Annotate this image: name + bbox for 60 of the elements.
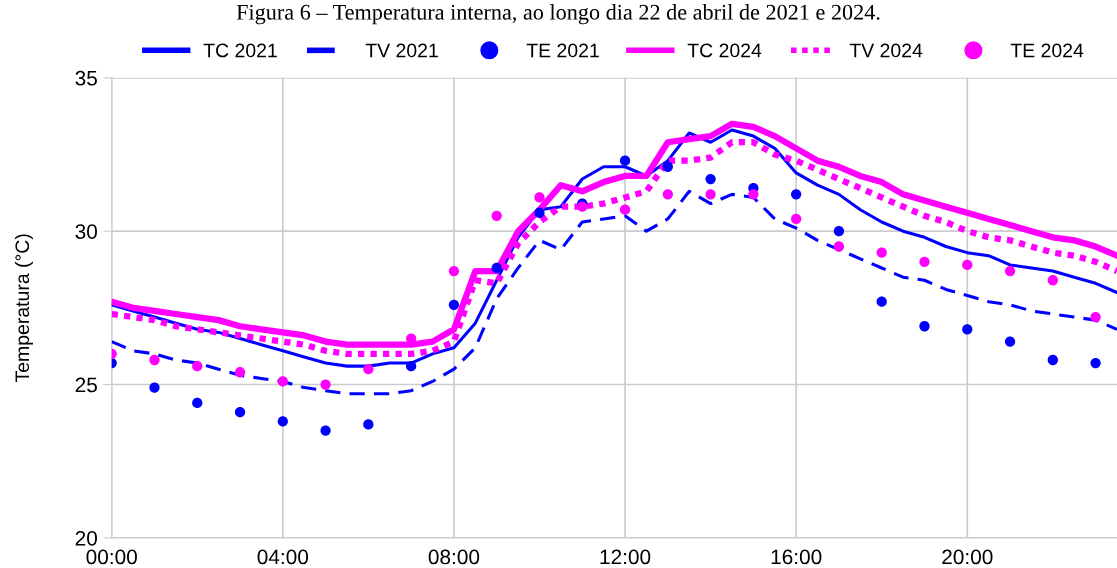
point bbox=[662, 189, 673, 200]
point bbox=[192, 360, 203, 372]
point bbox=[833, 226, 845, 237]
point bbox=[234, 406, 246, 418]
point bbox=[363, 364, 374, 375]
legend-label: TE 2024 bbox=[1010, 43, 1084, 58]
x-tick-label: 08:00 bbox=[428, 549, 480, 565]
legend-label: TE 2021 bbox=[526, 43, 599, 58]
point bbox=[1047, 354, 1058, 366]
point bbox=[1047, 275, 1058, 286]
point bbox=[791, 213, 802, 225]
point bbox=[363, 419, 374, 430]
point bbox=[491, 210, 502, 221]
point bbox=[962, 324, 973, 335]
point bbox=[234, 367, 246, 378]
point bbox=[1004, 336, 1016, 347]
point bbox=[534, 192, 545, 203]
chart-title: Figura 6 – Temperatura interna, ao longo dia 22 de abril de 2021 e 2024. bbox=[236, 4, 880, 25]
point bbox=[748, 189, 759, 200]
legend-label: TC 2024 bbox=[687, 43, 762, 58]
point bbox=[1004, 265, 1016, 277]
y-axis-title: Temperatura (°C) bbox=[14, 234, 33, 383]
point bbox=[320, 379, 331, 390]
point bbox=[662, 161, 673, 172]
point bbox=[833, 241, 845, 252]
x-tick-label: 16:00 bbox=[771, 549, 822, 565]
y-tick-label: 20 bbox=[75, 530, 97, 546]
point bbox=[1090, 357, 1101, 369]
point bbox=[876, 296, 887, 307]
y-tick-label: 35 bbox=[75, 70, 97, 86]
x-tick-label: 04:00 bbox=[257, 549, 309, 565]
point bbox=[705, 173, 716, 185]
point bbox=[448, 299, 460, 310]
point bbox=[705, 189, 716, 200]
y-tick-label: 30 bbox=[75, 224, 97, 239]
point bbox=[534, 207, 545, 218]
point bbox=[149, 354, 160, 366]
point bbox=[1090, 311, 1101, 323]
legend-label: TV 2024 bbox=[849, 43, 923, 58]
point bbox=[919, 321, 930, 332]
point bbox=[919, 256, 930, 267]
y-tick-label: 25 bbox=[75, 377, 97, 393]
legend-label: TV 2021 bbox=[365, 43, 438, 58]
point bbox=[320, 425, 331, 436]
legend-label: TC 2021 bbox=[203, 43, 277, 58]
point bbox=[619, 155, 631, 166]
point bbox=[406, 360, 417, 372]
x-tick-label: 20:00 bbox=[942, 549, 993, 565]
point bbox=[791, 189, 802, 200]
point bbox=[192, 397, 203, 409]
point bbox=[876, 247, 887, 258]
point bbox=[277, 376, 288, 387]
x-tick-label: 00:00 bbox=[86, 549, 137, 565]
point bbox=[491, 262, 502, 274]
point bbox=[448, 265, 460, 277]
point bbox=[962, 259, 973, 271]
point bbox=[149, 382, 160, 393]
x-tick-label: 12:00 bbox=[600, 549, 651, 565]
point bbox=[277, 416, 288, 427]
point bbox=[619, 204, 631, 215]
